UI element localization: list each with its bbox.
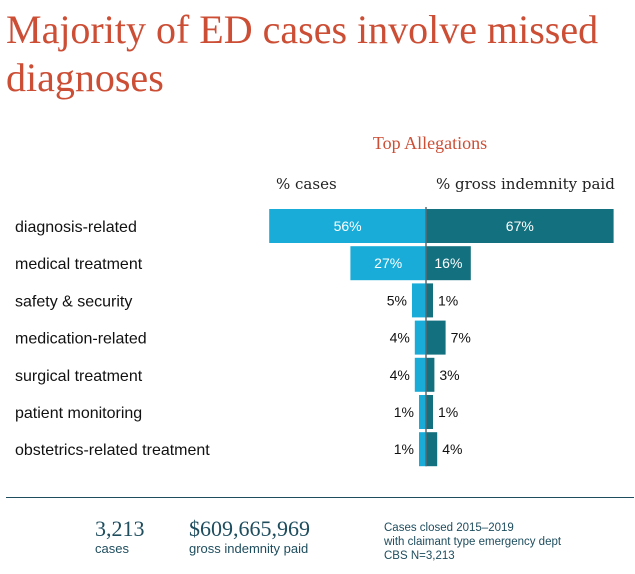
indemnity-value-diagnosis-related: 67% bbox=[506, 218, 534, 234]
indemnity-value-safety-security: 1% bbox=[438, 292, 458, 308]
indemnity-bar-diagnosis-related bbox=[426, 209, 614, 243]
indemnity-value-obstetrics-related-treatment: 4% bbox=[442, 441, 462, 457]
indemnity-bar-obstetrics-related-treatment bbox=[426, 432, 438, 467]
indemnity-value-medication-related: 7% bbox=[451, 330, 471, 346]
cases-count: 3,213 bbox=[95, 516, 145, 541]
footer-divider bbox=[6, 497, 634, 498]
indemnity-bar-patient-monitoring bbox=[426, 395, 433, 429]
indemnity-bar-medical-treatment bbox=[426, 246, 471, 281]
cases-bar-safety-security bbox=[412, 283, 426, 318]
cases-value-surgical-treatment: 4% bbox=[390, 367, 410, 383]
cases-bar-diagnosis-related bbox=[269, 209, 426, 243]
cases-bar-obstetrics-related-treatment bbox=[419, 432, 426, 467]
category-label-patient-monitoring: patient monitoring bbox=[15, 405, 142, 422]
allegations-chart: diagnosis-related 56% 67% medical treatment… bbox=[15, 207, 614, 467]
category-label-medical-treatment: medical treatment bbox=[15, 256, 143, 273]
note-line-2: with claimant type emergency dept bbox=[384, 536, 562, 548]
chart-title: Top Allegations bbox=[372, 133, 488, 153]
indemnity-total: $609,665,969 bbox=[189, 516, 310, 541]
cases-value-diagnosis-related: 56% bbox=[334, 218, 362, 234]
indemnity-label: gross indemnity paid bbox=[189, 541, 309, 556]
cases-value-medical-treatment: 27% bbox=[374, 255, 402, 271]
category-label-obstetrics-related-treatment: obstetrics-related treatment bbox=[15, 442, 210, 459]
indemnity-column-header: % gross indemnity paid bbox=[436, 175, 615, 193]
cases-bar-patient-monitoring bbox=[419, 395, 426, 429]
cases-bar-medication-related bbox=[414, 320, 426, 355]
indemnity-bar-surgical-treatment bbox=[426, 357, 435, 392]
indemnity-value-medical-treatment: 16% bbox=[434, 255, 462, 271]
cases-bar-medical-treatment bbox=[350, 246, 426, 281]
category-label-diagnosis-related: diagnosis-related bbox=[15, 219, 137, 236]
indemnity-value-surgical-treatment: 3% bbox=[439, 367, 459, 383]
cases-value-medication-related: 4% bbox=[390, 330, 410, 346]
note-line-1: Cases closed 2015–2019 bbox=[384, 522, 514, 534]
indemnity-value-patient-monitoring: 1% bbox=[438, 404, 458, 420]
cases-bar-surgical-treatment bbox=[414, 357, 426, 392]
indemnity-bar-medication-related bbox=[426, 320, 446, 355]
cases-column-header: % cases bbox=[276, 175, 337, 193]
category-label-surgical-treatment: surgical treatment bbox=[15, 368, 143, 385]
cases-label: cases bbox=[95, 541, 129, 556]
note-line-3: CBS N=3,213 bbox=[384, 550, 455, 562]
page-title: Majority of ED cases involve missed diag… bbox=[6, 7, 599, 100]
data-source-note: Cases closed 2015–2019 with claimant typ… bbox=[384, 521, 561, 563]
cases-value-obstetrics-related-treatment: 1% bbox=[394, 441, 414, 457]
cases-value-patient-monitoring: 1% bbox=[394, 404, 414, 420]
cases-value-safety-security: 5% bbox=[387, 292, 407, 308]
category-label-medication-related: medication-related bbox=[15, 331, 147, 348]
category-label-safety-security: safety & security bbox=[15, 293, 132, 310]
indemnity-bar-safety-security bbox=[426, 283, 433, 318]
